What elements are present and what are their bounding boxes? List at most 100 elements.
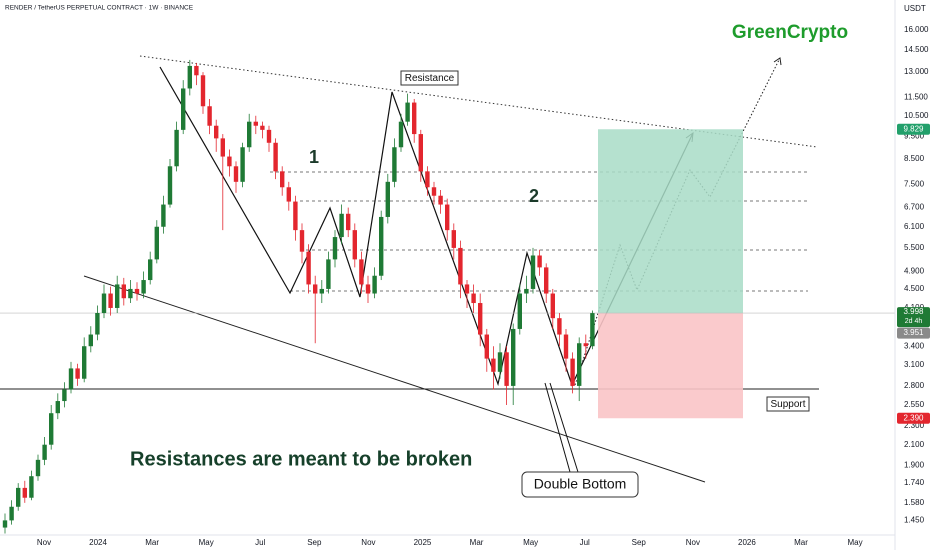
label-box bbox=[521, 471, 639, 498]
y-tick-label: 2.550 bbox=[904, 400, 925, 409]
brand: GreenCrypto bbox=[732, 22, 848, 43]
y-tick-label: 1.900 bbox=[904, 460, 925, 469]
candle-body bbox=[35, 459, 41, 477]
candle-body bbox=[233, 166, 239, 182]
zigzag bbox=[159, 66, 694, 387]
candle-body bbox=[425, 171, 430, 188]
y-tick-label: 9.500 bbox=[904, 131, 925, 140]
x-tick-label: Sep bbox=[632, 538, 647, 547]
y-tick-label: 6.700 bbox=[904, 203, 925, 212]
y-tick-label: 5.500 bbox=[904, 243, 925, 252]
candle-body bbox=[405, 102, 410, 122]
candle-body bbox=[55, 401, 60, 414]
candle-body bbox=[471, 293, 476, 304]
stop-zone bbox=[598, 313, 743, 419]
callout-line bbox=[544, 382, 571, 473]
y-tick-label: 2.300 bbox=[904, 421, 925, 430]
candle-body bbox=[121, 284, 126, 299]
candle-body bbox=[181, 88, 186, 130]
x-tick-label: Nov bbox=[37, 538, 51, 547]
candle-body bbox=[82, 346, 87, 379]
y-tick-label: 3.400 bbox=[904, 341, 925, 350]
candle-body bbox=[306, 251, 311, 285]
candle-body bbox=[253, 121, 258, 126]
y-tick-label: 4.500 bbox=[904, 284, 925, 293]
x-tick-label: 2024 bbox=[89, 538, 107, 547]
candle-body bbox=[299, 230, 305, 252]
candle-body bbox=[293, 201, 298, 231]
candle-body bbox=[544, 267, 549, 294]
candle-body bbox=[187, 65, 192, 89]
candle-body bbox=[504, 352, 509, 386]
candle-body bbox=[266, 129, 272, 143]
candle-body bbox=[524, 288, 529, 294]
candle-body bbox=[16, 487, 21, 507]
candle-body bbox=[372, 275, 377, 294]
candle-body bbox=[49, 413, 54, 445]
candle-body bbox=[550, 293, 555, 319]
candle-body bbox=[530, 255, 536, 289]
y-tick-label: 1.740 bbox=[904, 478, 925, 487]
double-bottom-label: Double Bottom bbox=[534, 476, 627, 492]
x-tick-label: Nov bbox=[686, 538, 700, 547]
y-tick-label: 7.500 bbox=[904, 180, 925, 189]
candle-body bbox=[365, 284, 371, 294]
candle-body bbox=[141, 280, 146, 294]
candle-body bbox=[227, 156, 232, 167]
y-tick-label: 3.100 bbox=[904, 360, 925, 369]
candle-body bbox=[260, 125, 265, 130]
candle-body bbox=[478, 303, 483, 335]
candle-body bbox=[332, 237, 338, 260]
candle-body bbox=[75, 368, 80, 379]
candle-body bbox=[359, 259, 364, 285]
y-tick-label: 16.000 bbox=[904, 25, 929, 34]
x-tick-label: Jul bbox=[255, 538, 265, 547]
candle-body bbox=[491, 358, 496, 372]
x-tick-label: May bbox=[523, 538, 538, 547]
y-tick-label: 8.500 bbox=[904, 154, 925, 163]
candle-body bbox=[438, 195, 443, 205]
candle-body bbox=[240, 147, 245, 182]
candle-body bbox=[62, 389, 67, 402]
candle-body bbox=[115, 284, 120, 308]
candle-body bbox=[511, 328, 516, 386]
candle-body bbox=[458, 247, 463, 285]
x-tick-label: May bbox=[847, 538, 862, 547]
candle-body bbox=[418, 134, 423, 172]
candles bbox=[2, 59, 595, 534]
candle-body bbox=[313, 284, 318, 294]
candle-body bbox=[385, 181, 390, 217]
label-box bbox=[766, 396, 810, 412]
candle-body bbox=[445, 204, 450, 231]
candle-body bbox=[42, 444, 47, 460]
candle-body bbox=[451, 230, 456, 248]
y-tick-label: 1.580 bbox=[904, 498, 925, 507]
callout-line bbox=[549, 382, 579, 473]
candle-body bbox=[280, 171, 285, 188]
x-tick-label: May bbox=[199, 538, 214, 547]
candle-body bbox=[108, 293, 113, 308]
candle-body bbox=[2, 520, 8, 528]
candle-body bbox=[346, 213, 351, 231]
candle-body bbox=[464, 284, 470, 294]
candle-body bbox=[379, 216, 384, 276]
candle-body bbox=[392, 147, 397, 182]
arrow-head bbox=[773, 57, 782, 66]
candle-body bbox=[577, 343, 582, 386]
target-price-tag-bg bbox=[897, 123, 930, 135]
y-tick-label: 11.500 bbox=[904, 92, 928, 101]
current-price-tag: 3.998 bbox=[903, 307, 924, 316]
chart-title: RENDER / TetherUS PERPETUAL CONTRACT · 1… bbox=[5, 5, 194, 12]
candle-body bbox=[557, 318, 562, 335]
y-tick-label: 2.100 bbox=[904, 440, 925, 449]
y-tick-label: 10.500 bbox=[904, 111, 929, 120]
candle-body bbox=[319, 288, 324, 294]
candle-body bbox=[590, 313, 595, 347]
stop-price-tag: 2.390 bbox=[903, 413, 924, 422]
candle-body bbox=[167, 166, 173, 205]
x-tick-label: Nov bbox=[361, 538, 375, 547]
currency: USDT bbox=[904, 4, 926, 13]
candle-body bbox=[563, 334, 569, 359]
candle-body bbox=[220, 138, 225, 157]
